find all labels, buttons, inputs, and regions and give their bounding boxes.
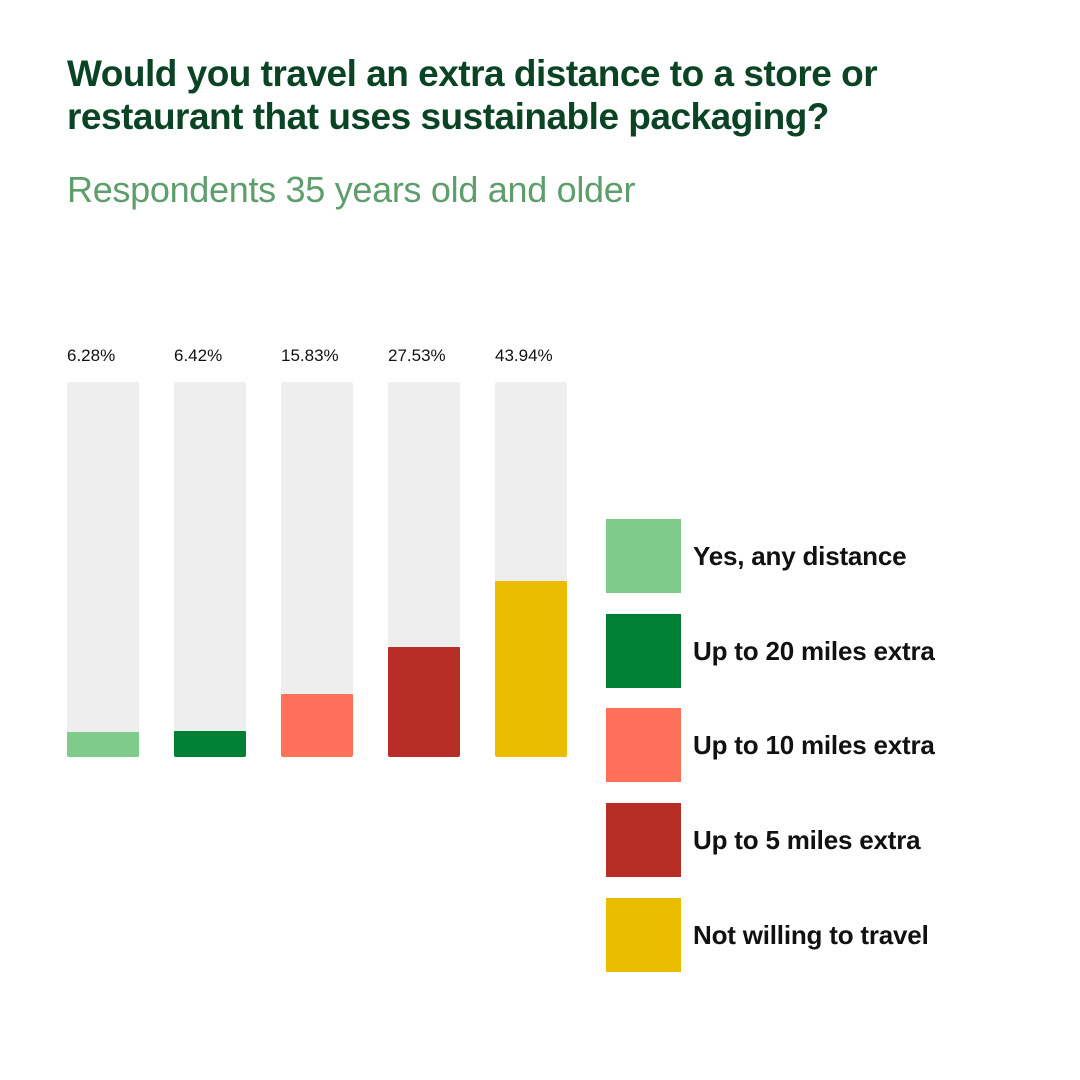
- bar-fill: [67, 731, 139, 757]
- legend-label: Up to 5 miles extra: [693, 825, 921, 855]
- bar-value-label: 27.53%: [388, 346, 446, 365]
- bar-value-label: 15.83%: [281, 346, 339, 365]
- legend-item-up-to-20-miles: Up to 20 miles extra: [606, 614, 1026, 688]
- bar-value-label: 43.94%: [495, 346, 553, 365]
- bar-value-label: 6.28%: [67, 346, 116, 365]
- chart-title: Would you travel an extra distance to a …: [67, 53, 878, 137]
- bar-track: [281, 382, 353, 757]
- bar-track: [67, 382, 139, 757]
- bar-track: [495, 382, 567, 757]
- legend-item-not-willing: Not willing to travel: [606, 898, 1026, 972]
- bar-fill: [174, 731, 246, 757]
- legend-item-up-to-10-miles: Up to 10 miles extra: [606, 708, 1026, 782]
- bar-fill: [495, 581, 567, 757]
- legend-label: Not willing to travel: [693, 920, 929, 950]
- legend-swatch: [606, 803, 681, 877]
- legend-label: Yes, any distance: [693, 541, 907, 571]
- legend-swatch: [606, 614, 681, 688]
- bar-track: [174, 382, 246, 757]
- legend-swatch: [606, 708, 681, 782]
- bar-fill: [388, 646, 460, 757]
- bar-value-label: 6.42%: [174, 346, 223, 365]
- legend-swatch: [606, 519, 681, 593]
- legend-swatch: [606, 898, 681, 972]
- chart-subtitle: Respondents 35 years old and older: [67, 169, 636, 210]
- legend-item-up-to-5-miles: Up to 5 miles extra: [606, 803, 1026, 877]
- legend-label: Up to 10 miles extra: [693, 730, 935, 760]
- bar-track: [388, 382, 460, 757]
- legend-item-yes-any-distance: Yes, any distance: [606, 519, 1026, 593]
- legend-label: Up to 20 miles extra: [693, 636, 935, 666]
- bar-fill: [281, 693, 353, 757]
